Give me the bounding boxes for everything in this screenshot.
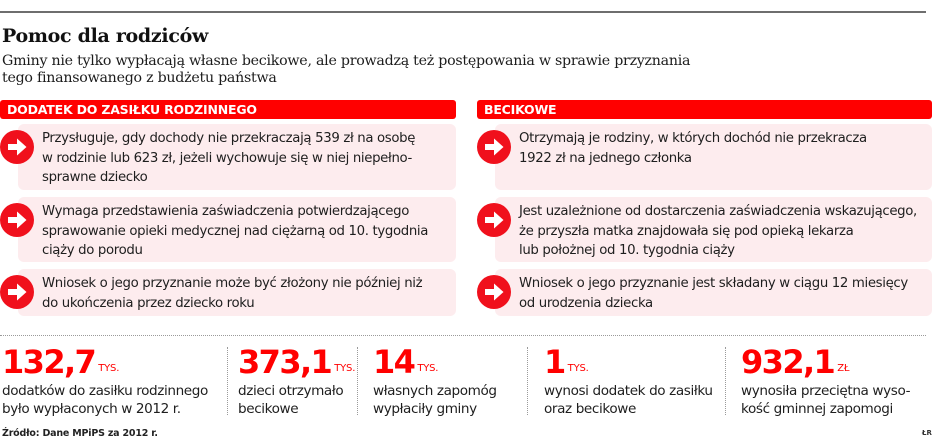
stat-desc-line: było wypłaconych w 2012 r. <box>2 401 181 417</box>
info-line: Otrzymają je rodziny, w których dochód n… <box>519 131 867 146</box>
stat-unit: TYS. <box>567 363 589 374</box>
info-text: Wniosek o jego przyznanie jest składany … <box>519 274 908 313</box>
info-text: Przysługuje, gdy dochody nie przekraczaj… <box>42 129 415 188</box>
page-title: Pomoc dla rodziców <box>2 25 209 47</box>
stat-unit: ZŁ <box>837 363 850 374</box>
stat-desc-line: kość gminnej zapomogi <box>741 401 893 417</box>
arrow-right-circle-icon <box>0 130 34 164</box>
stat-zapomogi: 14 TYS. własnych zapomóg wypłaciły gminy <box>373 346 497 418</box>
info-line: w rodzinie lub 623 zł, jeżeli wychowuje … <box>42 150 412 166</box>
dotted-divider <box>0 335 926 336</box>
info-box: Wniosek o jego przyznanie może być złożo… <box>0 269 456 316</box>
info-text: Jest uzależnione od dostarczenia zaświad… <box>519 202 917 261</box>
stat-value: 932,1 <box>741 343 836 381</box>
stat-przecietna-zapomoga: 932,1 ZŁ wynosiła przeciętna wyso- kość g… <box>741 343 911 418</box>
author-initials: ŁR <box>922 429 932 437</box>
stat-becikowe: 373,1 TYS. dzieci otrzymało becikowe <box>238 346 355 418</box>
stat-divider <box>527 347 528 415</box>
stat-kwota-dodatku: 1 TYS. wynosi dodatek do zasiłku oraz bec… <box>544 346 713 418</box>
stat-value: 373,1 <box>238 343 333 381</box>
stat-desc-line: własnych zapomóg <box>373 383 497 399</box>
stat-value: 14 <box>373 343 416 381</box>
arrow-right-circle-icon <box>0 275 34 309</box>
column-header: DODATEK DO ZASIŁKU RODZINNEGO <box>0 100 456 119</box>
top-rule <box>0 11 926 13</box>
info-line: lub położnej od 10. tygodnia ciąży <box>519 243 735 258</box>
stat-divider <box>725 347 726 415</box>
info-line: ciąży do porodu <box>42 243 143 258</box>
stat-divider <box>357 347 358 415</box>
info-line: od urodzenia dziecka <box>519 295 653 311</box>
info-line: sprawowanie opieki medycznej nad ciężarn… <box>42 223 429 239</box>
info-line: że przyszła matka znajdowała się pod opi… <box>519 223 854 239</box>
info-text: Wymaga przedstawienia zaświadczenia potw… <box>42 202 428 261</box>
info-box: Otrzymają je rodziny, w których dochód n… <box>477 124 932 190</box>
arrow-right-circle-icon <box>0 203 34 237</box>
arrow-right-circle-icon <box>477 130 511 164</box>
stat-description: wynosiła przeciętna wyso- kość gminnej z… <box>741 382 911 418</box>
source-note: Źródło: Dane MPiPS za 2012 r. <box>2 428 158 439</box>
stat-unit: TYS. <box>334 363 356 374</box>
info-box: Jest uzależnione od dostarczenia zaświad… <box>477 197 932 262</box>
stat-unit: TYS. <box>417 363 439 374</box>
stat-unit: TYS. <box>98 363 120 374</box>
stat-desc-line: wypłaciły gminy <box>373 401 477 417</box>
info-line: Przysługuje, gdy dochody nie przekraczaj… <box>42 131 416 146</box>
info-text: Otrzymają je rodziny, w których dochód n… <box>519 129 867 168</box>
stat-value: 132,7 <box>2 343 97 381</box>
stat-description: własnych zapomóg wypłaciły gminy <box>373 382 497 418</box>
arrow-right-circle-icon <box>477 203 511 237</box>
stat-desc-line: dodatków do zasiłku rodzinnego <box>2 383 208 399</box>
info-line: Wniosek o jego przyznanie jest składany … <box>519 276 908 291</box>
info-line: Jest uzależnione od dostarczenia zaświad… <box>519 204 917 219</box>
subtitle-line: Gminy nie tylko wypłacają własne becikow… <box>2 53 691 69</box>
info-line: Wniosek o jego przyznanie może być złożo… <box>42 276 423 291</box>
column-header: BECIKOWE <box>477 100 932 119</box>
stat-description: dzieci otrzymało becikowe <box>238 382 355 418</box>
stat-desc-line: dzieci otrzymało <box>238 383 344 399</box>
info-line: do ukończenia przez dziecko roku <box>42 295 255 311</box>
column-becikowe: BECIKOWE Otrzymają je rodziny, w których… <box>477 100 932 316</box>
stat-desc-line: becikowe <box>238 401 299 417</box>
stat-description: dodatków do zasiłku rodzinnego było wypł… <box>2 382 208 418</box>
stat-desc-line: wynosiła przeciętna wyso- <box>741 383 911 399</box>
stat-value: 1 <box>544 343 566 381</box>
arrow-right-circle-icon <box>477 275 511 309</box>
info-line: Wymaga przedstawienia zaświadczenia potw… <box>42 204 409 219</box>
subtitle-line: tego finansowanego z budżetu państwa <box>2 70 277 86</box>
stat-desc-line: oraz becikowe <box>544 401 636 417</box>
stat-description: wynosi dodatek do zasiłku oraz becikowe <box>544 382 713 418</box>
info-box: Wniosek o jego przyznanie jest składany … <box>477 269 932 316</box>
info-box: Wymaga przedstawienia zaświadczenia potw… <box>0 197 456 262</box>
info-line: 1922 zł na jednego członka <box>519 150 692 166</box>
info-box: Przysługuje, gdy dochody nie przekraczaj… <box>0 124 456 190</box>
column-dodatek: DODATEK DO ZASIŁKU RODZINNEGO Przysługuj… <box>0 100 456 316</box>
info-line: sprawne dziecko <box>42 170 148 185</box>
stat-desc-line: wynosi dodatek do zasiłku <box>544 383 713 399</box>
stat-divider <box>227 347 228 415</box>
info-text: Wniosek o jego przyznanie może być złożo… <box>42 274 423 313</box>
page-subtitle: Gminy nie tylko wypłacają własne becikow… <box>2 53 722 87</box>
stat-dodatki: 132,7 TYS. dodatków do zasiłku rodzinnego… <box>2 346 208 418</box>
